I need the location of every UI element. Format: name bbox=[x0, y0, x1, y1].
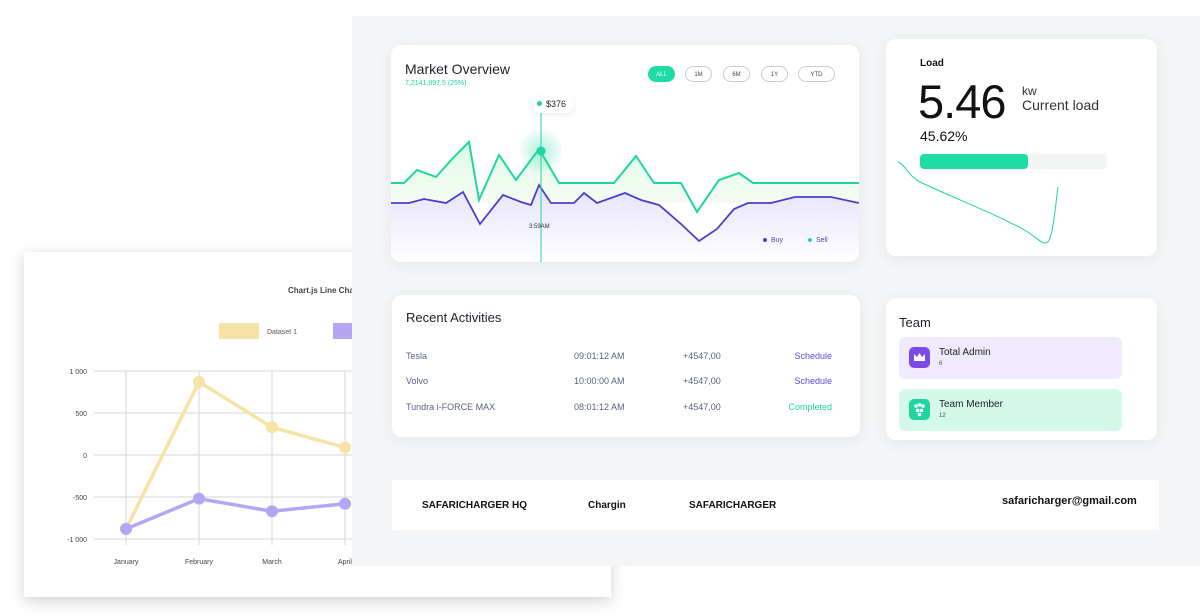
activity-row[interactable]: Tundra i-FORCE MAX 08:01:12 AM +4547,00 … bbox=[392, 402, 860, 418]
activity-name: Tundra i-FORCE MAX bbox=[406, 402, 496, 412]
chart-title: Chart.js Line Chart bbox=[288, 286, 360, 295]
footer-bar: SAFARICHARGER HQ Chargin SAFARICHARGER s… bbox=[392, 480, 1159, 530]
load-title: Load bbox=[920, 58, 944, 69]
period-6m-button[interactable]: 6M bbox=[723, 66, 750, 82]
crosshair-time-label: 3:59AM bbox=[529, 224, 550, 230]
footer-hq: SAFARICHARGER HQ bbox=[422, 500, 528, 511]
activity-name: Volvo bbox=[406, 376, 429, 386]
y-tick-500: 500 bbox=[75, 411, 87, 418]
y-tick-1000: 1 000 bbox=[69, 369, 87, 376]
x-tick-february: February bbox=[185, 559, 214, 566]
series-line-1 bbox=[124, 379, 346, 530]
activity-status[interactable]: Schedule bbox=[794, 351, 832, 361]
load-unit: kw bbox=[1022, 84, 1037, 98]
footer-brand: SAFARICHARGER bbox=[689, 500, 777, 511]
recent-activities-card: Recent Activities Tesla 09:01:12 AM +454… bbox=[392, 295, 860, 437]
y-tick-minus-500: -500 bbox=[73, 495, 87, 502]
legend-sell[interactable]: Sell bbox=[808, 237, 828, 244]
activity-amount: +4547,00 bbox=[683, 351, 721, 361]
tooltip-price: $376 bbox=[546, 99, 567, 109]
chart-series bbox=[120, 375, 351, 535]
load-progress-fill bbox=[920, 154, 1029, 169]
x-tick-january: January bbox=[114, 559, 139, 566]
series-line-2 bbox=[125, 496, 346, 531]
sell-area bbox=[391, 142, 859, 212]
team-card: Team Total Admin 6 Team Member 12 bbox=[886, 298, 1157, 440]
team-item-count: 12 bbox=[939, 413, 946, 419]
activity-time: 09:01:12 AM bbox=[574, 351, 625, 361]
activity-status[interactable]: Schedule bbox=[794, 376, 832, 386]
chartjs-line-chart: Chart.js Line Chart Dataset 1 1 000 500 … bbox=[67, 286, 611, 566]
activity-time: 08:01:12 AM bbox=[574, 402, 625, 412]
legend-sell-label: Sell bbox=[816, 237, 828, 244]
buy-line bbox=[391, 183, 859, 243]
series-2-point[interactable] bbox=[193, 492, 205, 505]
team-item-name: Total Admin bbox=[939, 347, 991, 358]
buy-dot-icon bbox=[763, 238, 767, 243]
sell-line bbox=[391, 139, 859, 214]
legend-buy-label: Buy bbox=[771, 237, 784, 244]
activity-amount: +4547,00 bbox=[683, 402, 721, 412]
series-1-point[interactable] bbox=[193, 375, 205, 388]
sell-dot-icon bbox=[808, 238, 812, 243]
legend-swatch-dataset-1[interactable] bbox=[219, 323, 259, 339]
load-percent: 45.62% bbox=[920, 128, 968, 144]
market-overview-title: Market Overview bbox=[405, 61, 511, 77]
tooltip-dot-icon bbox=[537, 101, 542, 106]
series-1-point[interactable] bbox=[266, 421, 278, 434]
load-trend-line bbox=[897, 161, 1059, 244]
hover-point[interactable] bbox=[536, 146, 546, 156]
market-overview-chart bbox=[391, 113, 859, 262]
y-tick-minus-1000: -1 000 bbox=[67, 537, 87, 544]
load-value: 5.46 bbox=[918, 75, 1006, 128]
footer-email[interactable]: safaricharger@gmail.com bbox=[1002, 495, 1137, 507]
team-item-team-member[interactable]: Team Member 12 bbox=[899, 389, 1122, 431]
activity-row[interactable]: Tesla 09:01:12 AM +4547,00 Schedule bbox=[392, 351, 860, 367]
market-overview-card: Market Overview 7,2141,997.5 (25%) ALL 1… bbox=[391, 45, 859, 262]
activity-row[interactable]: Volvo 10:00:00 AM +4547,00 Schedule bbox=[392, 376, 860, 392]
load-card: Load 5.46 kw Current load 45.62% bbox=[886, 39, 1157, 256]
y-tick-0: 0 bbox=[83, 453, 87, 460]
load-progress-track bbox=[920, 154, 1107, 169]
period-all-button[interactable]: ALL bbox=[648, 66, 675, 82]
x-tick-march: March bbox=[262, 559, 282, 566]
series-1-point[interactable] bbox=[339, 441, 351, 454]
team-item-name: Team Member bbox=[939, 399, 1003, 410]
x-tick-april: April bbox=[338, 559, 352, 566]
period-1y-button[interactable]: 1Y bbox=[761, 66, 788, 82]
activity-status[interactable]: Completed bbox=[788, 402, 832, 412]
buy-area bbox=[391, 185, 859, 262]
series-2-point[interactable] bbox=[339, 497, 351, 510]
group-icon bbox=[909, 399, 930, 420]
price-tooltip: $376 bbox=[532, 95, 575, 113]
team-title: Team bbox=[899, 315, 931, 330]
recent-activities-title: Recent Activities bbox=[406, 310, 502, 325]
dashboard-panel: Market Overview 7,2141,997.5 (25%) ALL 1… bbox=[352, 16, 1200, 566]
activity-time: 10:00:00 AM bbox=[574, 376, 625, 386]
activity-amount: +4547,00 bbox=[683, 376, 721, 386]
y-axis-ticks: 1 000 500 0 -500 -1 000 bbox=[67, 369, 87, 544]
x-axis-ticks: January February March April bbox=[114, 559, 353, 566]
crown-icon bbox=[909, 347, 930, 368]
period-ytd-button[interactable]: YTD bbox=[798, 66, 835, 82]
team-item-count: 6 bbox=[939, 361, 943, 367]
series-2-point[interactable] bbox=[266, 505, 278, 518]
series-2-point[interactable] bbox=[120, 522, 132, 535]
activity-name: Tesla bbox=[406, 351, 428, 361]
footer-chargin: Chargin bbox=[588, 500, 626, 511]
legend-buy[interactable]: Buy bbox=[763, 237, 783, 244]
period-1m-button[interactable]: 1M bbox=[685, 66, 712, 82]
legend-label-dataset-1[interactable]: Dataset 1 bbox=[267, 329, 297, 336]
market-overview-subtitle: 7,2141,997.5 (25%) bbox=[405, 80, 467, 87]
load-caption: Current load bbox=[1022, 97, 1100, 113]
team-item-total-admin[interactable]: Total Admin 6 bbox=[899, 337, 1122, 379]
